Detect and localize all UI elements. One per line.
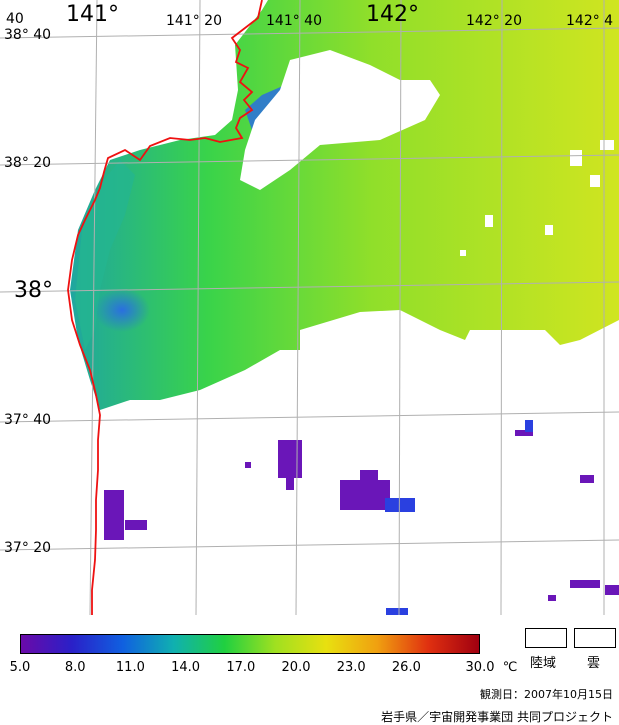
- scale-tick-label: 26.0: [391, 660, 421, 675]
- lon-label-141-40: 141° 40: [266, 13, 322, 29]
- low-temp-patches: [104, 430, 619, 601]
- scale-tick-label: 14.0: [171, 660, 201, 675]
- cloud-specks: [460, 140, 614, 256]
- sst-map-canvas: [0, 0, 619, 616]
- lon-label-142-20: 142° 20: [466, 13, 522, 29]
- land-legend-label: 陸域: [530, 656, 557, 671]
- lat-label-38: 38°: [14, 278, 53, 303]
- scale-tick-label: 23.0: [336, 660, 366, 675]
- sst-map: 40 141° 141° 20 141° 40 142° 142° 20 142…: [0, 0, 619, 616]
- lat-label-38-20: 38° 20: [4, 155, 52, 171]
- graticule: [0, 0, 619, 616]
- lat-label-37-20: 37° 20: [4, 540, 52, 556]
- lon-label-141: 141°: [66, 2, 119, 27]
- corner-label: 40: [6, 11, 24, 27]
- cloud-gap: [240, 50, 440, 190]
- blue-patches: [385, 420, 533, 615]
- land-legend-swatch: [525, 628, 567, 648]
- scale-tick-label: 17.0: [226, 660, 256, 675]
- scale-tick-label: 30.0: [465, 660, 495, 675]
- scale-tick-label: 5.0: [9, 660, 31, 675]
- sst-field: [70, 0, 619, 410]
- project-credit: 岩手県／宇宙開発事業団 共同プロジェクト: [381, 710, 613, 724]
- temperature-color-scale: [20, 634, 480, 654]
- lon-label-141-20: 141° 20: [166, 13, 222, 29]
- lat-label-38-40: 38° 40: [4, 27, 52, 43]
- scale-unit: ℃: [502, 660, 518, 675]
- scale-tick-label: 11.0: [115, 660, 145, 675]
- scale-tick-label: 20.0: [281, 660, 311, 675]
- lon-label-142: 142°: [366, 2, 419, 27]
- sst-cold-spot: [94, 288, 150, 332]
- cloud-legend-label: 雲: [587, 656, 601, 671]
- sst-cool-band: [75, 160, 135, 350]
- coastline: [67, 0, 263, 615]
- lat-label-37-40: 37° 40: [4, 412, 52, 428]
- observation-date: 観測日：2007年10月15日: [480, 688, 613, 701]
- scale-tick-label: 8.0: [64, 660, 86, 675]
- lon-label-142-40: 142° 4: [566, 13, 614, 29]
- cloud-legend-swatch: [574, 628, 616, 648]
